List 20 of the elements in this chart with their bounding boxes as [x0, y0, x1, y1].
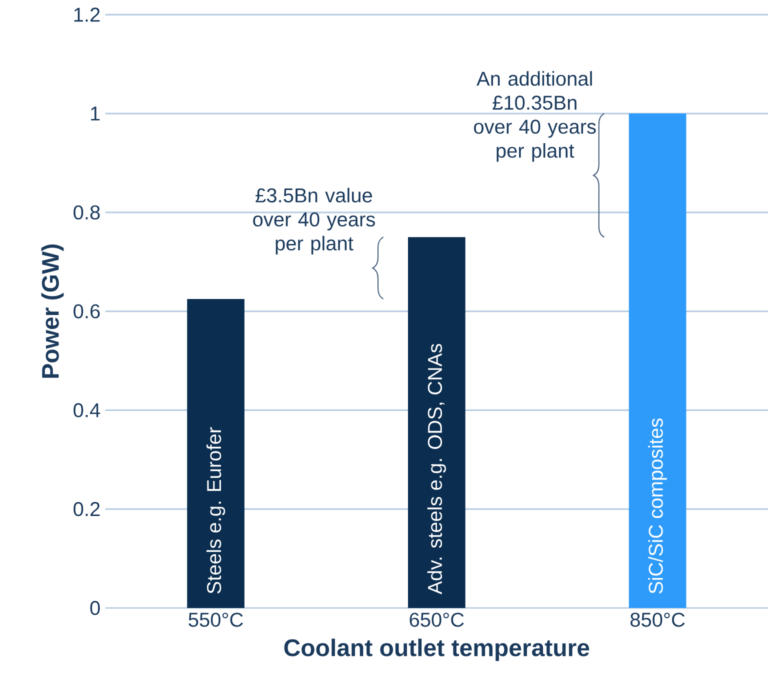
y-tick-label: 1.2 — [74, 8, 100, 22]
bar — [628, 114, 686, 608]
x-tick-label: 550°C — [188, 612, 243, 627]
bar — [408, 237, 466, 608]
x-tick-label: 850°C — [630, 612, 685, 627]
y-tick-label: 0.6 — [74, 304, 100, 318]
x-tick-label: 650°C — [410, 612, 464, 627]
y-tick-label: 0.8 — [74, 205, 100, 220]
annotation: Steels e.g. Eurofer — [206, 427, 226, 594]
x-axis-title: Coolant outlet temperature — [284, 638, 590, 662]
annotation: Adv. steels e.g. ODS, CNAs — [427, 344, 446, 594]
bar — [187, 298, 244, 608]
annotation: An additional £10.35Bn over 40 years per plant — [474, 71, 596, 162]
y-axis-title: Power (GW) — [41, 244, 64, 378]
y-tick-label: 0 — [90, 600, 100, 616]
y-tick-label: 0.4 — [74, 403, 100, 418]
annotation: £3.5Bn value over 40 years per plant — [253, 188, 375, 254]
y-tick-label: 1 — [91, 106, 100, 120]
y-tick-label: 0.2 — [74, 502, 100, 516]
annotation: SiC/SiC composites — [648, 418, 667, 594]
